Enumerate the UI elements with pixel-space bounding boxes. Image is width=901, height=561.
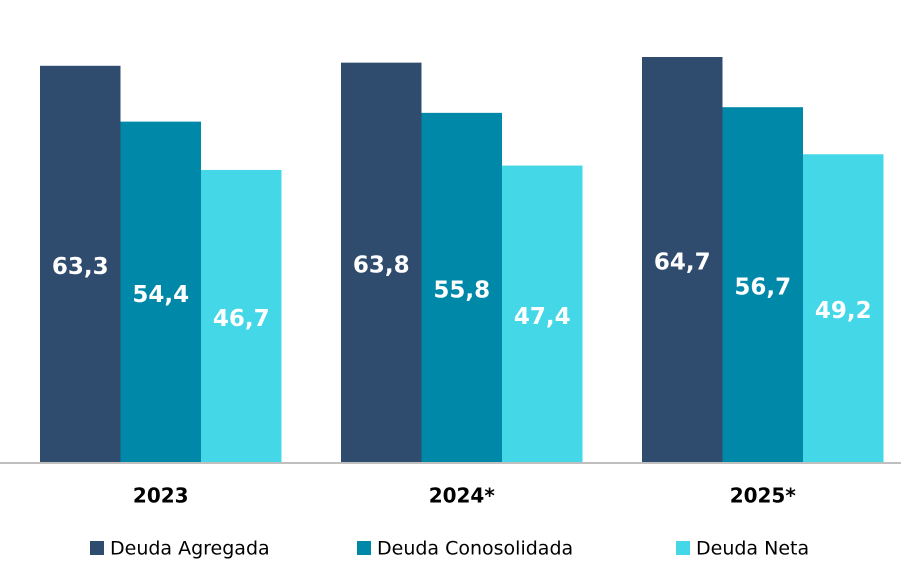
bar — [421, 112, 502, 463]
legend-swatch — [676, 541, 690, 555]
bar — [803, 154, 884, 464]
value-label: 63,8 — [353, 252, 410, 278]
bar — [722, 107, 803, 463]
value-label: 54,4 — [132, 282, 189, 308]
legend-swatch — [357, 541, 371, 555]
value-label: 56,7 — [734, 275, 791, 301]
x-tick-label: 2025* — [730, 484, 797, 508]
x-tick-label: 2024* — [429, 484, 496, 508]
bar — [201, 169, 282, 463]
bar — [341, 62, 422, 463]
bar — [502, 165, 583, 463]
value-label: 64,7 — [654, 250, 711, 276]
legend-label: Deuda Neta — [696, 538, 809, 560]
value-label: 63,3 — [52, 254, 109, 280]
x-tick-label: 2023 — [133, 484, 189, 508]
value-label: 55,8 — [433, 277, 490, 303]
bar — [120, 121, 201, 463]
bar — [40, 65, 121, 464]
bar — [642, 57, 723, 463]
legend-label: Deuda Agregada — [110, 538, 270, 560]
legend-label: Deuda Conosolidada — [377, 538, 573, 560]
value-label: 46,7 — [213, 306, 270, 332]
value-label: 49,2 — [815, 298, 872, 324]
legend-swatch — [90, 541, 104, 555]
value-label: 47,4 — [514, 304, 571, 330]
